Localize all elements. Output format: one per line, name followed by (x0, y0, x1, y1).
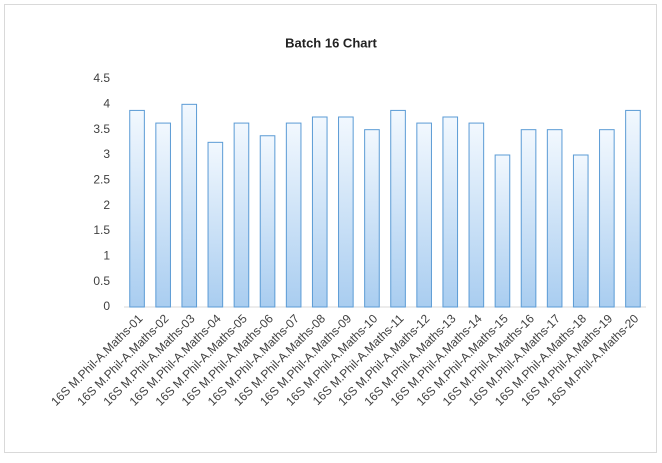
bar (572, 154, 589, 308)
bar (546, 129, 563, 308)
y-tick-label: 4.5 (93, 71, 110, 85)
y-tick-label: 2 (103, 198, 110, 212)
bar (155, 122, 171, 308)
y-tick-label: 2.5 (93, 173, 110, 187)
bar (442, 116, 459, 308)
bar (233, 122, 250, 308)
bar (285, 122, 302, 308)
y-tick-label: 3 (103, 147, 110, 161)
y-tick-label: 3.5 (93, 122, 110, 136)
y-tick-label: 0.5 (93, 274, 110, 288)
bar (259, 135, 276, 308)
bar (625, 109, 641, 308)
bar (599, 129, 615, 308)
y-tick-label: 1 (103, 249, 110, 263)
bar (181, 103, 198, 308)
y-tick-label: 4 (103, 97, 110, 111)
bar (494, 154, 511, 308)
bar (338, 116, 354, 308)
bar (390, 109, 406, 308)
bar (129, 109, 145, 308)
bar (416, 122, 432, 308)
bar (520, 129, 537, 308)
bar (364, 129, 380, 308)
bar (311, 116, 328, 308)
bar (468, 122, 485, 308)
y-tick-label: 1.5 (93, 223, 110, 237)
chart-title: Batch 16 Chart (285, 35, 377, 50)
y-tick-label: 0 (103, 299, 110, 313)
bar (207, 141, 224, 308)
